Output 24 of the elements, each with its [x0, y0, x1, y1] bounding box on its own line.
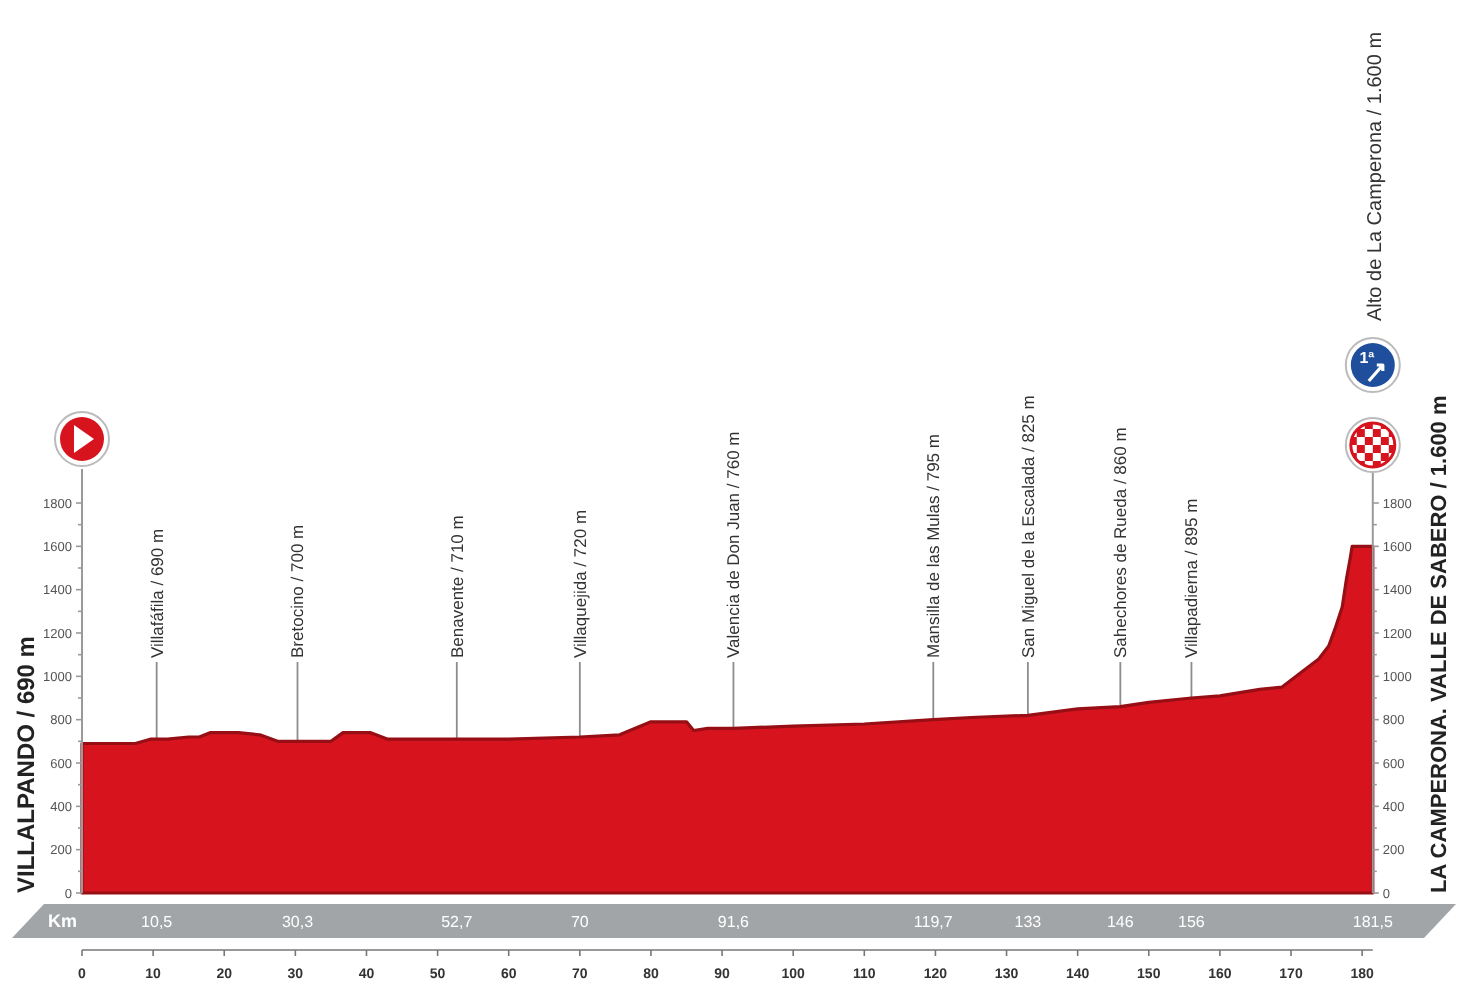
x2-tick-label: 181,5 — [1352, 913, 1394, 931]
text: 1ª — [1359, 349, 1375, 367]
x2-tick-label: 70 — [570, 913, 590, 931]
ref-line-label: Villapadierna / 895 m — [1181, 498, 1202, 658]
x2-tick-label: 91,6 — [717, 913, 751, 931]
ref-line-label: Bretocino / 700 m — [287, 524, 308, 658]
x2-tick-label: 146 — [1106, 913, 1135, 931]
text: Alto de La Camperona / 1.600 m — [1364, 31, 1387, 321]
ref-line-label: Valencia de Don Juan / 760 m — [723, 431, 744, 658]
x2-tick-label: 133 — [1014, 913, 1043, 931]
ref-line-label: Villafáfila / 690 m — [146, 528, 167, 658]
y2-axis-title: LA CAMPERONA. VALLE DE SABERO / 1.600 m — [1428, 395, 1452, 893]
x2-tick-label: 156 — [1178, 913, 1206, 931]
x2-tick-label: 52,7 — [441, 913, 474, 931]
y-axis-title: VILLALPANDO / 690 m — [12, 636, 40, 893]
ref-line-label: Sahechores de Rueda / 860 m — [1110, 427, 1131, 658]
ref-line-label: San Miguel de la Escalada / 825 m — [1017, 395, 1038, 658]
ref-line-label: Villaquejida / 720 m — [569, 509, 590, 658]
ref-line-label: Benavente / 710 m — [446, 515, 467, 658]
x2-tick-label: 10,5 — [141, 913, 174, 931]
x2-tick-label: 30,3 — [281, 913, 315, 931]
x2-axis-title: Km — [48, 911, 78, 931]
ref-line-label: Mansilla de las Mulas / 795 m — [923, 434, 944, 658]
x2-tick-label: 119,7 — [913, 913, 954, 931]
